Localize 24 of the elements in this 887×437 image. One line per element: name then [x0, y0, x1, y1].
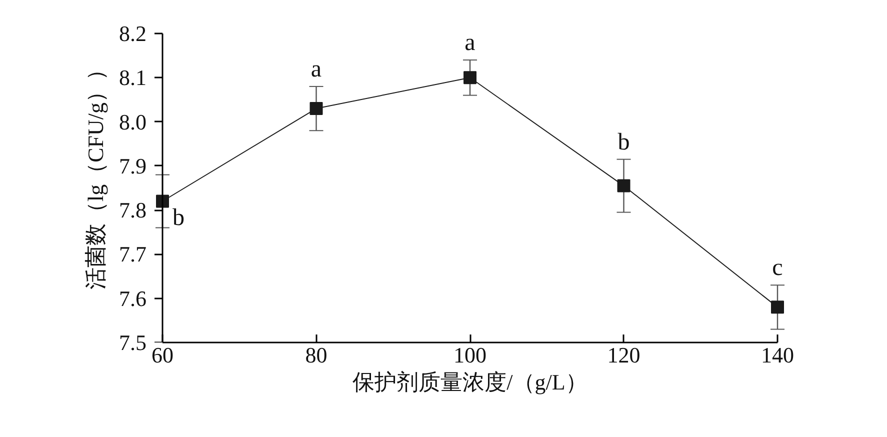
y-tick-label: 7.7	[119, 242, 146, 267]
point	[310, 102, 323, 116]
x-tick-label: 60	[152, 342, 174, 368]
y-tick-label: 8.0	[119, 109, 146, 134]
annotation: c	[772, 255, 783, 282]
annotation: b	[172, 205, 184, 232]
x-axis-title: 保护剂质量浓度/（g/L）	[352, 370, 588, 394]
x-tick-label: 120	[607, 342, 640, 368]
y-tick-label: 7.9	[119, 153, 146, 178]
point	[617, 179, 630, 192]
x-tick-label: 100	[454, 342, 486, 368]
y-tick-label: 8.1	[119, 65, 146, 90]
y-tick-label: 7.5	[119, 330, 146, 355]
y-tick-label: 7.6	[119, 286, 146, 311]
y-axis-title: 活菌数（lg（CFU/g））	[83, 58, 108, 290]
y-tick-label: 7.8	[119, 198, 146, 223]
point	[464, 71, 476, 84]
x-tick-label: 140	[761, 342, 794, 368]
x-tick-label: 80	[305, 342, 328, 368]
y-tick-label: 8.2	[119, 21, 146, 46]
point	[771, 300, 784, 314]
annotation: a	[464, 30, 476, 56]
annotation: b	[618, 129, 630, 156]
annotation: a	[310, 56, 322, 82]
